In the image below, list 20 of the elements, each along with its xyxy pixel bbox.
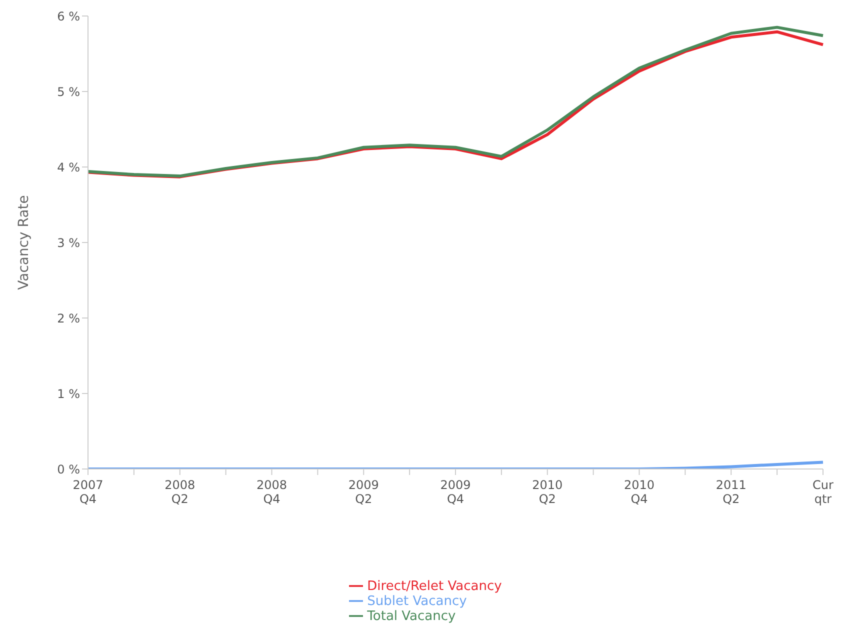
y-tick-label: 6 % bbox=[57, 9, 80, 24]
x-tick-label: 2008 Q2 bbox=[164, 478, 196, 506]
y-tick-label: 1 % bbox=[57, 386, 80, 401]
legend-label: Direct/Relet Vacancy bbox=[367, 579, 502, 594]
x-tick-label: 2008 Q4 bbox=[256, 478, 288, 506]
x-tick-label: 2009 Q4 bbox=[440, 478, 471, 506]
x-tick-label: 2009 Q2 bbox=[348, 478, 379, 506]
legend-label: Sublet Vacancy bbox=[367, 594, 467, 609]
x-tick-label: Cur qtr bbox=[812, 478, 834, 506]
legend-label: Total Vacancy bbox=[367, 609, 456, 624]
y-tick-label: 2 % bbox=[57, 311, 80, 326]
x-tick-label: 2007 Q4 bbox=[72, 478, 104, 506]
y-tick-label: 3 % bbox=[57, 236, 80, 250]
y-tick-label: 5 % bbox=[57, 84, 80, 99]
x-tick-label: 2010 Q2 bbox=[532, 478, 563, 506]
x-tick-label: 2011 Q2 bbox=[716, 478, 746, 506]
y-axis-title: Vacancy Rate bbox=[16, 195, 32, 290]
y-tick-label: 0 % bbox=[57, 462, 80, 476]
y-tick-label: 4 % bbox=[57, 160, 80, 174]
x-tick-label: 2010 Q4 bbox=[624, 478, 655, 506]
